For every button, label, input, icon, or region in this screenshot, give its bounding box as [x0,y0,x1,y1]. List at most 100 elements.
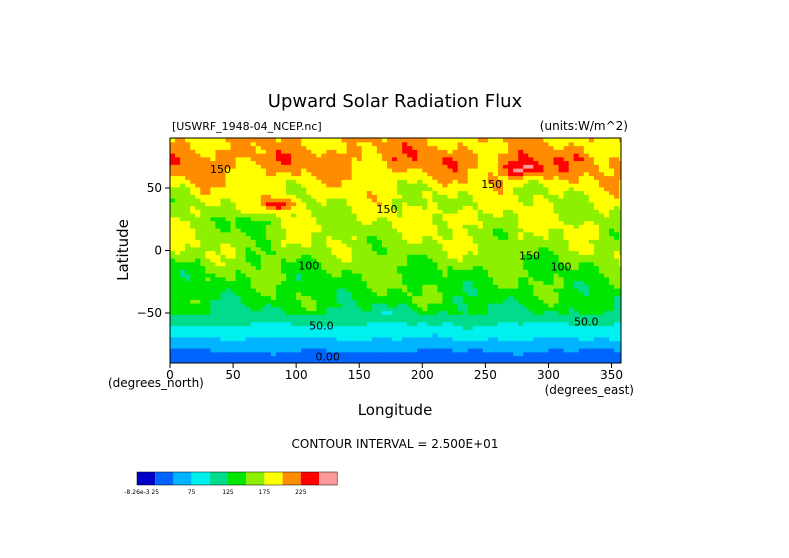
heatmap-cell [513,201,519,207]
heatmap-cell [437,295,444,300]
heatmap-cell [598,284,605,289]
heatmap-cell [235,164,242,169]
heatmap-cell [588,254,595,259]
heatmap-cell [538,246,545,252]
heatmap-cell [381,250,388,255]
heatmap-cell [331,235,338,240]
heatmap-cell [487,164,494,169]
heatmap-cell [185,239,191,244]
heatmap-cell [553,325,560,330]
heatmap-cell [331,239,338,244]
heatmap-cell [296,303,302,308]
heatmap-cell [503,243,509,248]
heatmap-cell [371,344,378,349]
heatmap-cell [392,333,398,338]
heatmap-cell [553,359,560,363]
heatmap-cell [250,265,257,270]
heatmap-cell [457,258,464,263]
heatmap-cell [538,348,545,353]
heatmap-cell [291,156,297,162]
heatmap-cell [366,265,373,270]
heatmap-cell [260,186,267,192]
heatmap-cell [603,254,610,259]
heatmap-cell [467,299,474,304]
heatmap-cell [422,273,428,278]
heatmap-cell [437,336,444,342]
heatmap-cell [240,288,247,293]
heatmap-cell [523,220,529,225]
heatmap-cell [291,261,297,267]
heatmap-cell [225,258,232,263]
heatmap-cell [492,190,499,195]
heatmap-cell [361,325,368,330]
heatmap-cell [528,164,534,169]
heatmap-cell [437,261,444,267]
heatmap-cell [366,171,373,177]
heatmap-cell [250,348,257,353]
heatmap-cell [603,318,610,323]
heatmap-cell [482,254,489,259]
heatmap-cell [432,250,439,255]
heatmap-cell [381,318,388,323]
heatmap-cell [185,340,191,345]
heatmap-cell [336,224,343,229]
heatmap-cell [311,336,317,342]
heatmap-cell [205,329,211,334]
heatmap-cell [225,348,232,353]
heatmap-cell [407,273,413,278]
heatmap-cell [301,179,307,184]
heatmap-cell [185,336,191,342]
heatmap-cell [417,284,423,289]
heatmap-cell [397,186,403,192]
heatmap-cell [412,235,418,240]
heatmap-cell [619,344,621,349]
heatmap-cell [205,306,211,312]
heatmap-cell [513,213,519,218]
heatmap-cell [472,198,479,203]
heatmap-cell [598,258,605,263]
heatmap-cell [407,359,413,363]
heatmap-cell [508,171,514,177]
heatmap-cell [472,276,479,282]
heatmap-cell [250,183,257,188]
heatmap-cell [603,168,610,173]
heatmap-cell [265,325,272,330]
heatmap-cell [498,295,504,300]
heatmap-cell [361,156,368,162]
heatmap-cell [306,156,312,162]
heatmap-cell [452,239,459,244]
heatmap-cell [331,348,338,353]
heatmap-cell [371,224,378,229]
heatmap-cell [392,265,398,270]
heatmap-cell [235,340,242,345]
heatmap-cell [548,288,555,293]
heatmap-cell [286,224,292,229]
heatmap-cell [215,175,222,180]
heatmap-cell [533,246,539,252]
heatmap-cell [588,231,595,237]
heatmap-cell [498,269,504,274]
heatmap-cell [381,329,388,334]
heatmap-cell [573,299,580,304]
heatmap-cell [543,258,550,263]
heatmap-cell [190,295,196,300]
heatmap-cell [513,183,519,188]
heatmap-cell [573,254,580,259]
heatmap-cell [472,318,479,323]
heatmap-cell [215,250,222,255]
heatmap-cell [356,355,363,360]
heatmap-cell [553,306,560,312]
heatmap-cell [200,228,206,233]
heatmap-cell [316,336,322,342]
heatmap-cell [518,175,524,180]
heatmap-cell [306,340,312,345]
heatmap-cell [200,336,206,342]
heatmap-cell [346,164,353,169]
heatmap-cell [180,235,186,240]
heatmap-cell [487,310,494,315]
heatmap-cell [281,235,287,240]
heatmap-cell [275,306,282,312]
heatmap-cell [270,314,277,319]
heatmap-cell [311,160,317,165]
heatmap-cell [321,284,328,289]
